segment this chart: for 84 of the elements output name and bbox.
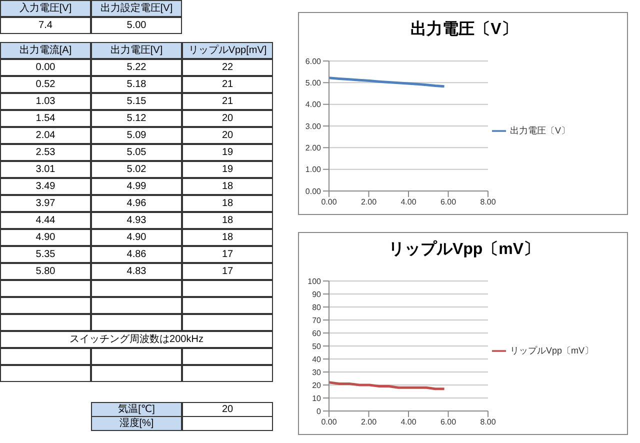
y-tick-label: 90 [312,290,322,299]
text: 4.90 [126,232,146,243]
category-label: 1.54 [0,110,91,127]
text: 21 [222,96,234,107]
y-tick-label: 0.00 [305,186,322,196]
category-label: 2.53 [0,144,91,161]
text: 17 [222,249,234,260]
text: スイッチング周波数は200kHz [0,331,273,348]
text: 5.05 [126,147,146,158]
category-label: 4.44 [0,212,91,229]
text: 5.12 [126,113,146,124]
legend-label: 出力電圧〔V〕 [510,125,570,136]
y-tick-label: 1.00 [305,165,322,174]
text: 5.22 [126,62,146,73]
y-tick-label: 100 [308,276,322,286]
text: 20 [222,130,234,141]
text: 入力電圧[V] [0,0,91,17]
text: 出力電流[A] [0,42,91,59]
x-tick-label: 4.00 [400,198,417,207]
y-tick-label: 70 [312,316,322,325]
x-tick-label: 2.00 [360,198,378,207]
x-tick-label: 4.00 [400,418,417,427]
y-tick-label: 60 [312,328,322,338]
text: 湿度[%] [91,416,182,431]
text: 4.93 [126,215,146,226]
x-tick-label: 2.00 [360,418,378,427]
category-label: 2.04 [0,127,91,144]
y-tick-label: 0 [316,406,322,416]
y-tick-label: 5.00 [305,78,322,88]
text: 4.83 [126,266,146,277]
text: 7.4 [0,17,91,34]
text: 18 [222,232,234,243]
x-tick-label: 6.00 [440,418,457,427]
y-tick-label: 2.00 [305,144,322,153]
y-tick-label: 3.00 [305,122,322,131]
legend-label: リップルVpp〔mV〕 [510,345,594,356]
text: 出力電圧[V] [91,42,182,59]
text: 4.96 [126,198,146,209]
category-label: 4.90 [0,229,91,246]
text: 21 [222,79,234,90]
text: 19 [222,147,234,158]
text: 出力設定電圧[V] [91,0,182,17]
text: 18 [222,198,234,209]
text: 17 [222,266,234,277]
category-label: 3.97 [0,195,91,212]
y-tick-label: 10 [312,394,322,403]
chart-title: 出力電圧〔V〕 [410,20,518,40]
text: 4.99 [126,181,146,192]
x-tick-label: 8.00 [480,418,496,427]
line-series [329,381,446,390]
text: 5.09 [126,130,146,141]
category-label: 1.03 [0,93,91,110]
category-label: 5.35 [0,246,91,263]
y-tick-label: 50 [312,342,322,351]
text: 5.00 [91,17,182,34]
text: 5.15 [126,96,146,107]
text: 4.86 [126,249,146,260]
text: リップルVpp[mV] [182,42,273,59]
y-tick-label: 6.00 [305,56,322,66]
y-tick-label: 40 [312,354,322,364]
text: 20 [222,404,234,415]
category-label: 0.52 [0,76,91,93]
text: 18 [222,181,234,192]
category-label: 3.01 [0,161,91,178]
text: 19 [222,164,234,175]
text: 5.18 [126,79,146,90]
text: 18 [222,215,234,226]
y-tick-label: 4.00 [305,100,322,110]
category-label: 5.80 [0,263,91,280]
x-tick-label: 6.00 [440,198,457,207]
text: 気温[℃] [91,402,182,417]
y-tick-label: 80 [312,302,322,312]
x-tick-label: 0.00 [321,198,338,207]
category-label: 0.00 [0,59,91,76]
category-label: 3.49 [0,178,91,195]
x-tick-label: 8.00 [480,198,496,207]
y-tick-label: 30 [312,368,322,377]
text: 22 [222,62,234,73]
x-tick-label: 0.00 [321,418,338,427]
line-series [329,76,446,88]
chart-title: リップルVpp〔mV〕 [387,239,541,260]
text: 5.02 [126,164,146,175]
y-tick-label: 20 [312,380,322,390]
text: 20 [182,110,273,127]
